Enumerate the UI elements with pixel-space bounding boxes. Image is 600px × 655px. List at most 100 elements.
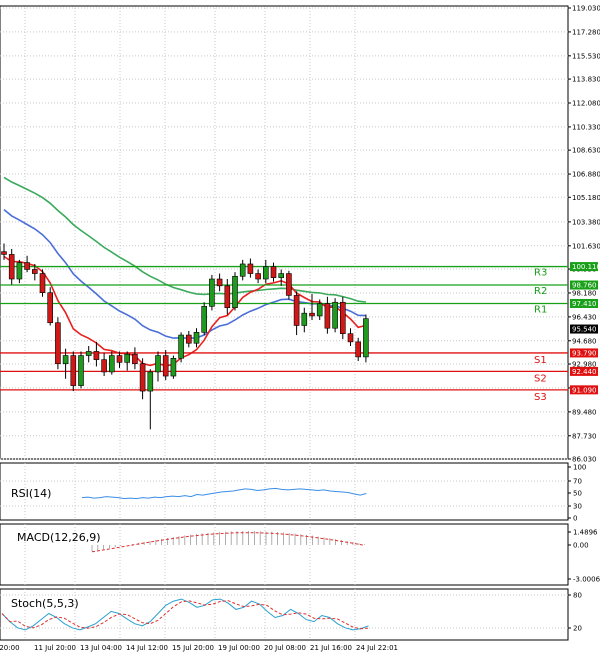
- rsi-tick-label: 100: [573, 464, 586, 472]
- candle-body: [124, 353, 130, 363]
- candle-body: [339, 301, 346, 334]
- y-tick-label: 87.730: [572, 432, 597, 440]
- level-name-s3: S3: [534, 392, 547, 403]
- candle-body: [1, 251, 7, 255]
- candle-body: [178, 334, 184, 359]
- x-tick-label: 15 Jul 20:00: [172, 644, 214, 652]
- panel-frame-2: [0, 523, 569, 586]
- level-tag-s1: [570, 348, 598, 358]
- rsi-tick-label: 30: [573, 503, 582, 511]
- candle-body: [139, 363, 146, 392]
- candle-body: [355, 341, 362, 358]
- y-tick-label: 94.680: [572, 337, 597, 345]
- y-tick-label: 117.280: [572, 28, 600, 36]
- panel-frame-0: [0, 5, 569, 460]
- stoch-d-line: [1, 600, 369, 630]
- rsi-tick-label: 50: [573, 490, 582, 498]
- y-tick-label: 113.830: [572, 76, 600, 84]
- y-tick-label: 115.530: [572, 52, 600, 60]
- rsi-tick-label: 0: [573, 515, 577, 523]
- candle-body: [232, 275, 238, 309]
- x-tick-label: 14 Jul 12:00: [126, 644, 168, 652]
- level-value-s2: 92.440: [572, 368, 597, 376]
- y-tick-label: 112.080: [572, 99, 600, 107]
- ma-green-line: [3, 176, 366, 303]
- candle-body: [147, 371, 154, 392]
- candle-body: [31, 269, 38, 274]
- stoch-k-line: [1, 598, 369, 631]
- level-value-s3: 91.090: [572, 386, 597, 394]
- level-name-r2: R2: [534, 286, 547, 297]
- y-tick-label: 101.630: [572, 242, 600, 250]
- x-tick-label: 20 Jul 08:00: [264, 644, 306, 652]
- x-tick-label: 11 Jul 20:00: [34, 644, 76, 652]
- candle-body: [186, 334, 192, 344]
- rsi-tick-label: 70: [573, 478, 582, 486]
- candle-body: [316, 303, 323, 317]
- candle-body: [270, 266, 277, 278]
- ma-blue-line: [3, 208, 366, 340]
- candle-body: [309, 312, 315, 317]
- level-value-r3: 100.110: [572, 263, 600, 271]
- candle-body: [293, 295, 300, 326]
- macd-tick-label: -3.0006: [573, 576, 600, 584]
- x-tick-label: 24 Jul 22:01: [356, 644, 398, 652]
- y-tick-label: 92.980: [572, 361, 597, 369]
- candle-body: [24, 262, 30, 270]
- candle-body: [70, 355, 77, 386]
- candle-body: [116, 355, 123, 363]
- level-value-s1: 93.790: [572, 349, 597, 357]
- candle-body: [55, 322, 61, 365]
- ma-red-line: [3, 255, 367, 367]
- level-value-r2: 98.760: [572, 282, 597, 290]
- candle-body: [93, 351, 100, 360]
- candle-body: [239, 263, 246, 277]
- macd-tick-label: 1.4896: [573, 529, 598, 537]
- candle-body: [8, 254, 15, 280]
- candle-body: [324, 303, 331, 329]
- candle-body: [363, 318, 369, 358]
- candle-body: [162, 355, 169, 377]
- candle-body: [155, 355, 161, 373]
- candle-body: [85, 351, 92, 356]
- x-tick-label: 19 Jul 00:00: [218, 644, 260, 652]
- rsi-line: [81, 487, 367, 500]
- level-name-s1: S1: [534, 355, 547, 366]
- panel-frame-1: [0, 462, 569, 521]
- candle-body: [247, 263, 254, 274]
- macd-title: MACD(12,26,9): [17, 531, 101, 544]
- level-tag-s3: [570, 385, 598, 395]
- candle-body: [262, 266, 269, 280]
- level-value-r1: 97.410: [572, 300, 597, 308]
- candle-body: [209, 278, 215, 307]
- rsi-title: RSI(14): [11, 487, 51, 500]
- candle-body: [47, 292, 54, 324]
- stoch-title: Stoch(5,5,3): [11, 597, 79, 610]
- candle-body: [216, 278, 223, 287]
- x-tick-label: 13 Jul 04:00: [80, 644, 122, 652]
- y-tick-label: 89.480: [572, 408, 597, 416]
- current-price-value: 95.540: [572, 326, 597, 334]
- macd-signal-line: [91, 532, 365, 553]
- candle-body: [286, 273, 292, 296]
- candle-body: [278, 273, 285, 278]
- candle-body: [255, 273, 261, 280]
- y-tick-label: 106.880: [572, 171, 600, 179]
- level-name-r3: R3: [534, 268, 547, 279]
- candle-body: [224, 285, 231, 309]
- x-tick-label: 21 Jul 16:00: [310, 644, 352, 652]
- candle-body: [62, 355, 69, 365]
- level-tag-s2: [570, 366, 598, 376]
- y-tick-label: 86.030: [572, 456, 597, 464]
- y-tick-label: 105.180: [572, 194, 600, 202]
- candle-body: [78, 355, 84, 386]
- candle-body: [193, 332, 200, 344]
- y-tick-label: 103.380: [572, 218, 600, 226]
- candle-body: [109, 355, 115, 373]
- candle-body: [347, 333, 354, 343]
- level-tag-r1: [570, 298, 598, 308]
- stoch-tick-label: 80: [573, 592, 582, 600]
- candle-body: [16, 262, 23, 280]
